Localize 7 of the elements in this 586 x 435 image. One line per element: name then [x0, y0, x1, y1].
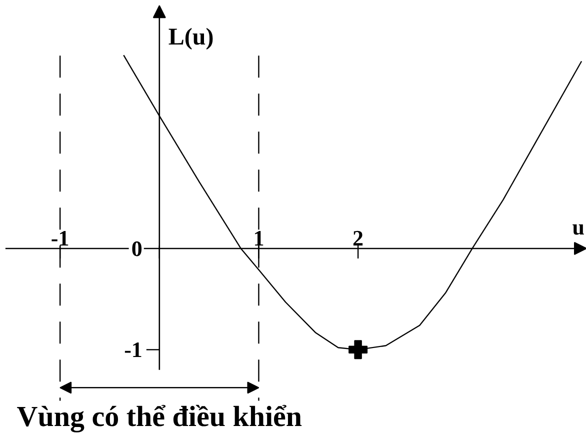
x-tick-label: 1: [253, 225, 264, 250]
x-tick-label: 2: [352, 225, 364, 250]
x-axis-title: u: [572, 214, 585, 240]
text: Vùng có thể điều khiển: [16, 401, 302, 434]
x-tick-label: -1: [50, 225, 70, 250]
y-axis-title: L(u): [168, 24, 214, 50]
y-tick-label: 0: [131, 236, 142, 261]
